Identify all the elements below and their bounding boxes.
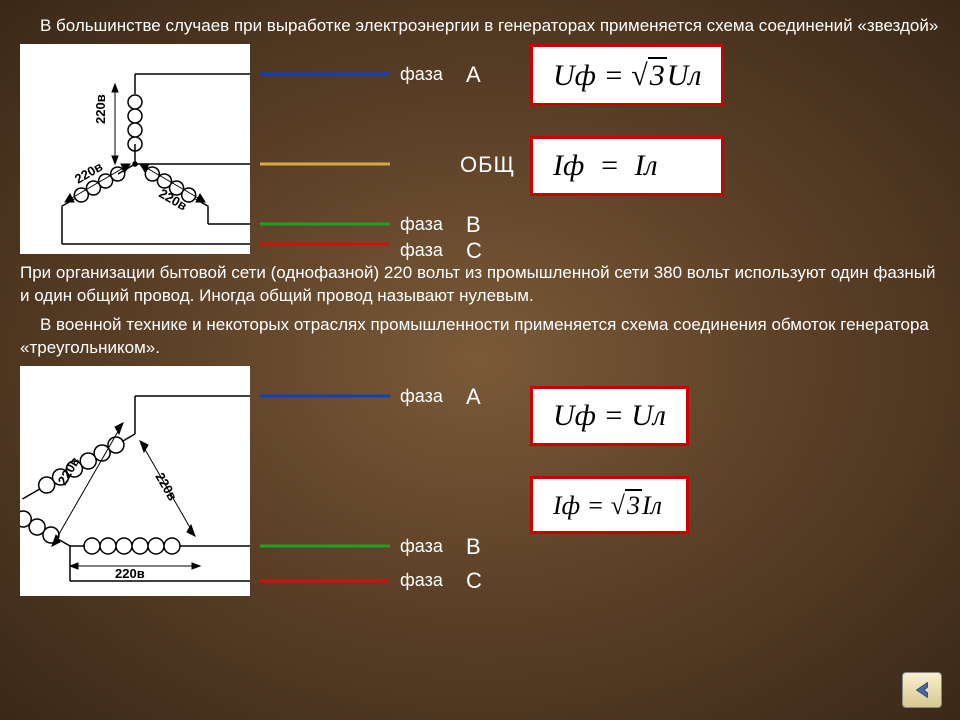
delta-diagram: 220в 220в 220в xyxy=(20,366,250,596)
phase-letter: C xyxy=(466,238,482,264)
formula-delta-voltage: Uф = Uл xyxy=(530,386,689,446)
wire-label: фаза xyxy=(400,64,448,85)
wire-label: фаза xyxy=(400,386,448,407)
phase-letter: A xyxy=(466,62,481,88)
back-arrow-icon xyxy=(911,679,933,701)
wire-label: фаза xyxy=(400,536,448,557)
formula-delta-current: Iф = √3Iл xyxy=(530,476,689,534)
phase-letter: A xyxy=(466,384,481,410)
phase-letter: B xyxy=(466,534,481,560)
paragraph-2: При организации бытовой сети (однофазной… xyxy=(20,262,940,308)
paragraph-3: В военной технике и некоторых отраслях п… xyxy=(20,314,940,360)
wire-label: фаза xyxy=(400,214,448,235)
wire-label: ОБЩ xyxy=(460,152,515,178)
paragraph-1: В большинстве случаев при выработке элек… xyxy=(20,15,940,38)
back-button[interactable] xyxy=(902,672,942,708)
formula-star-voltage: Uф = √3Uл xyxy=(530,44,724,106)
formula-star-current: Iф = Iл xyxy=(530,136,724,196)
star-diagram: 220в 220в 220в xyxy=(20,44,250,254)
voltage-label: 220в xyxy=(93,94,108,124)
phase-letter: C xyxy=(466,568,482,594)
phase-letter: B xyxy=(466,212,481,238)
wire-label: фаза xyxy=(400,240,448,261)
voltage-label: 220в xyxy=(115,566,145,581)
wire-label: фаза xyxy=(400,570,448,591)
